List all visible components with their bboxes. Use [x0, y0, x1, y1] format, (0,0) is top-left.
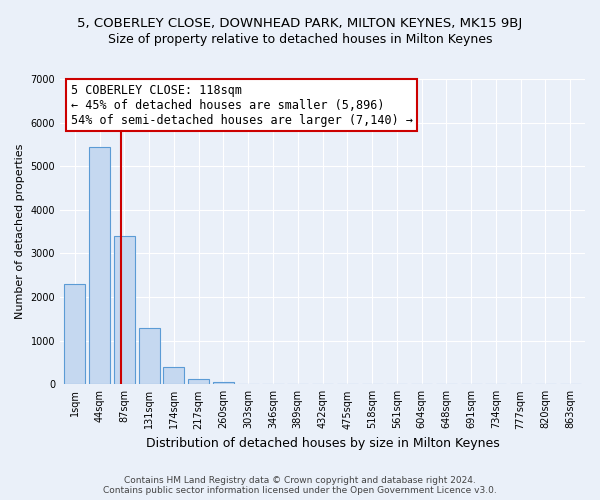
Y-axis label: Number of detached properties: Number of detached properties [15, 144, 25, 320]
Text: 5 COBERLEY CLOSE: 118sqm
← 45% of detached houses are smaller (5,896)
54% of sem: 5 COBERLEY CLOSE: 118sqm ← 45% of detach… [71, 84, 413, 126]
Bar [89, 146, 110, 384]
Bar [163, 367, 184, 384]
Bar [188, 379, 209, 384]
X-axis label: Distribution of detached houses by size in Milton Keynes: Distribution of detached houses by size … [146, 437, 499, 450]
Bar [114, 236, 135, 384]
Text: Contains HM Land Registry data © Crown copyright and database right 2024.
Contai: Contains HM Land Registry data © Crown c… [103, 476, 497, 495]
Bar [213, 382, 234, 384]
Text: 5, COBERLEY CLOSE, DOWNHEAD PARK, MILTON KEYNES, MK15 9BJ: 5, COBERLEY CLOSE, DOWNHEAD PARK, MILTON… [77, 18, 523, 30]
Bar [139, 328, 160, 384]
Text: Size of property relative to detached houses in Milton Keynes: Size of property relative to detached ho… [108, 32, 492, 46]
Bar [64, 284, 85, 384]
